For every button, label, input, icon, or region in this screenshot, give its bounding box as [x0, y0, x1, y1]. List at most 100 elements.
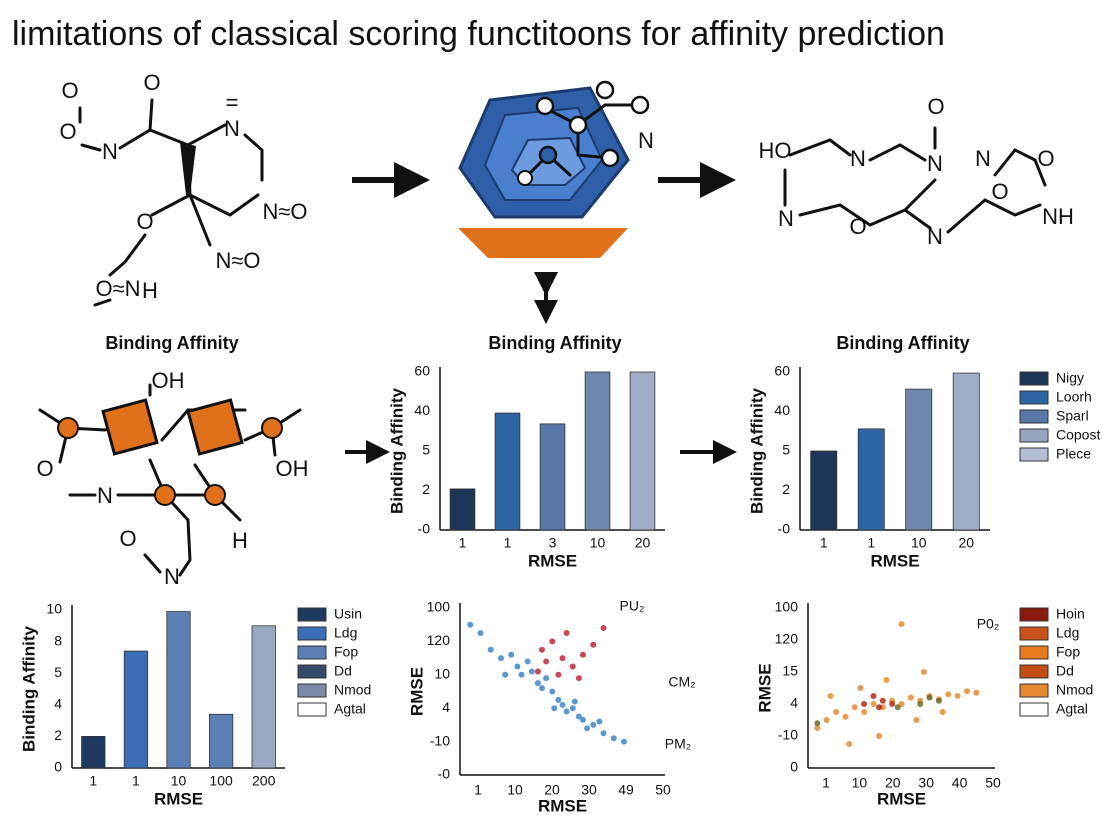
y-tick-label: 5: [422, 442, 430, 458]
atom-label: N: [927, 224, 943, 249]
scatter-point: [861, 709, 868, 715]
x-tick-label: 30: [918, 775, 934, 791]
atom-label: N: [97, 483, 113, 508]
legend-label: Nmod: [334, 682, 371, 698]
x-tick-label: 40: [952, 775, 968, 791]
x-tick-label: 1: [867, 535, 875, 551]
bar: [251, 625, 276, 769]
molecule-4: [38, 383, 302, 577]
y-tick-label: 100: [427, 599, 451, 615]
y-tick-label: 40: [414, 402, 430, 418]
legend-label: Nigy: [1056, 370, 1084, 386]
legend-label: Agtal: [1056, 701, 1088, 717]
x-tick-label: 1: [822, 775, 830, 791]
scatter-point: [833, 709, 840, 715]
scatter-point: [555, 671, 562, 678]
scatter-point: [876, 733, 883, 739]
section-label: Binding Affinity: [836, 333, 969, 353]
atom-label: O: [1037, 146, 1054, 171]
x-tick-label: 20: [885, 775, 901, 791]
x-axis-title: RMSE: [870, 551, 919, 570]
scatter-point: [569, 663, 576, 670]
bar: [629, 371, 656, 531]
scatter-point: [898, 621, 905, 627]
scatter-point: [894, 704, 901, 711]
x-tick-label: 1: [459, 535, 467, 551]
legend-swatch: [297, 626, 327, 641]
bar: [123, 650, 149, 769]
legend-swatch: [297, 683, 327, 698]
annotation: CM₂: [668, 674, 695, 690]
atom-label: N: [224, 116, 240, 141]
atom-label: OH: [152, 368, 185, 393]
scatter-point: [569, 705, 576, 712]
scatter-point: [590, 721, 597, 728]
atom-label: O: [991, 179, 1008, 204]
y-tick-label: -10: [430, 732, 450, 748]
y-tick-label: 60: [774, 363, 790, 379]
legend-label: Fop: [334, 644, 358, 660]
scatter-point: [814, 720, 821, 727]
x-tick-label: 30: [581, 782, 597, 798]
scatter-point: [524, 658, 531, 665]
scatter-point: [926, 694, 933, 701]
bar: [166, 611, 191, 769]
scatter-point: [534, 680, 541, 687]
bar: [208, 713, 234, 769]
scatter-point: [827, 693, 834, 699]
scatter-point: [514, 663, 521, 670]
legend-label: Dd: [334, 663, 352, 679]
scatter-point: [563, 708, 570, 715]
y-tick-label: 10: [434, 666, 450, 682]
scatter-point: [559, 701, 566, 708]
scatter-point: [870, 701, 877, 707]
scatter-point: [913, 717, 920, 723]
bar: [857, 428, 885, 531]
atom-label: H: [232, 528, 248, 553]
legend-label: Sparl: [1056, 408, 1089, 424]
molecule-1: [78, 98, 264, 307]
y-tick-label: 0: [790, 759, 798, 775]
legend-swatch: [1019, 702, 1049, 717]
legend-swatch: [1019, 447, 1049, 462]
y-tick-label: -10: [778, 727, 798, 743]
scatter-point: [963, 688, 970, 695]
scatter-point: [551, 705, 558, 712]
atom-label: N≈O: [215, 248, 260, 273]
scatter-point: [861, 701, 868, 707]
legend-swatch: [297, 607, 327, 622]
scatter-point: [879, 697, 886, 704]
atom-label: N: [927, 151, 943, 176]
atom-label: HO: [759, 138, 792, 163]
legend-swatch: [1019, 626, 1049, 641]
x-tick-label: 49: [618, 782, 634, 798]
legend-swatch: [1019, 409, 1049, 424]
scatter-point: [528, 668, 535, 675]
atom-label: N: [638, 128, 654, 153]
scatter-point: [487, 646, 494, 653]
y-axis-title: RMSE: [407, 667, 426, 716]
scatter-point: [846, 741, 853, 747]
scatter-point: [549, 688, 556, 695]
scatter-point: [939, 709, 946, 715]
atom-label: O: [36, 456, 53, 481]
scatter-point: [575, 675, 582, 682]
atom-label: N: [975, 146, 991, 171]
y-tick-label: 2: [422, 481, 430, 497]
scatter-point: [857, 685, 864, 691]
x-axis-title: RMSE: [154, 789, 203, 808]
scatter-point: [920, 669, 927, 675]
legend-label: Copost: [1056, 427, 1100, 443]
scatter-point: [543, 658, 550, 665]
legend-label: Nmod: [1056, 682, 1093, 698]
scatter-point: [814, 725, 821, 731]
scatter-point: [935, 697, 942, 704]
y-tick-label: 4: [54, 696, 62, 712]
x-tick-label: 10: [590, 535, 606, 551]
scatter-point: [543, 675, 550, 682]
y-axis-title: Binding Affinity: [387, 388, 406, 514]
legend-label: Ldg: [334, 625, 357, 641]
scatter-point: [508, 651, 515, 658]
x-tick-label: 50: [655, 782, 671, 798]
